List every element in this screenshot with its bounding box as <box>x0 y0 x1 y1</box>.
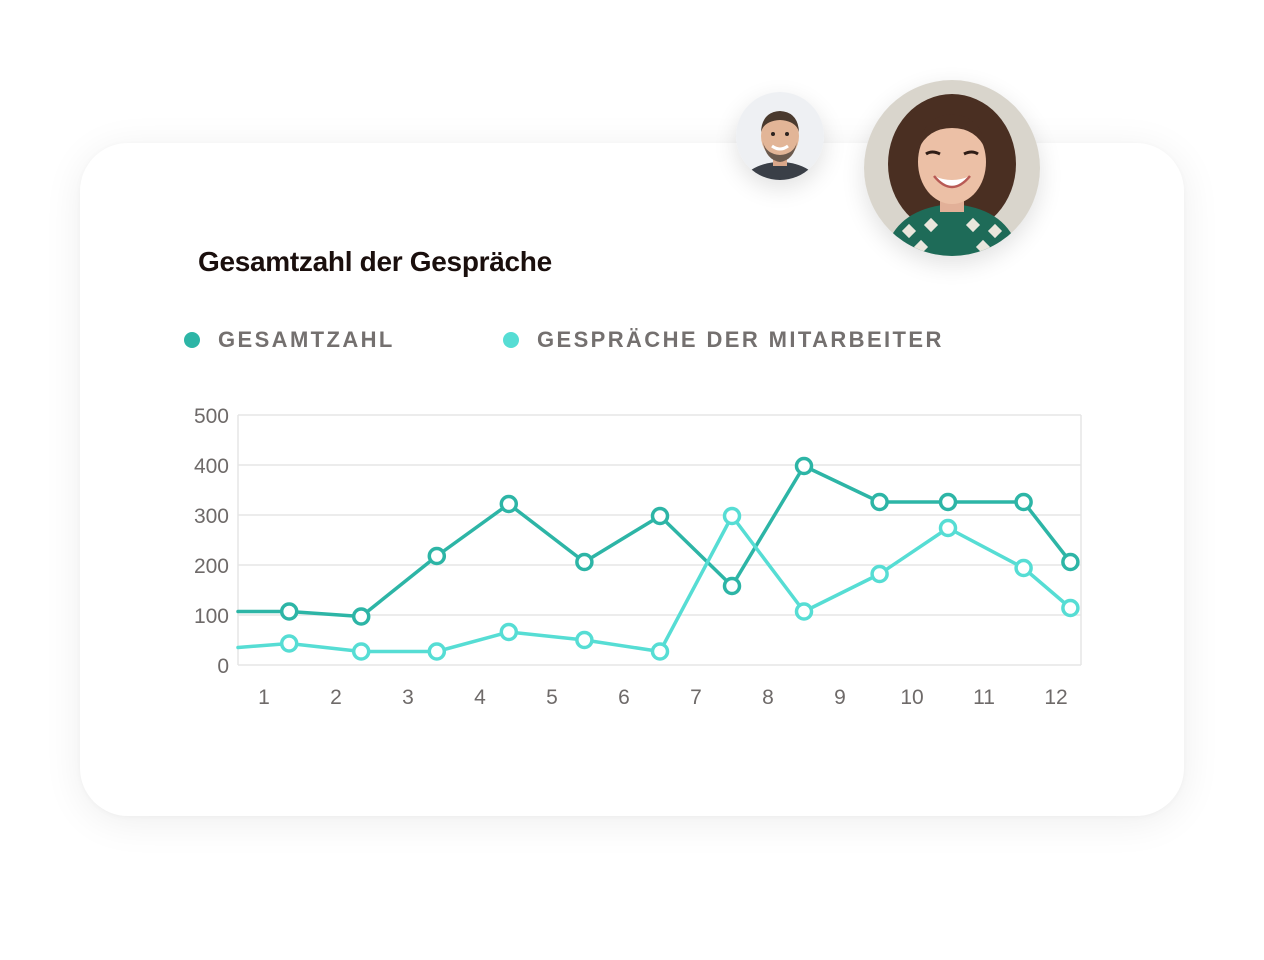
x-tick-label: 4 <box>474 686 486 709</box>
x-tick-label: 12 <box>1044 686 1067 709</box>
series-2-point-3[interactable] <box>427 642 447 661</box>
y-tick-label: 300 <box>194 505 229 528</box>
series-2-point-7[interactable] <box>722 506 742 526</box>
series-2-point-9[interactable] <box>870 564 889 584</box>
y-tick-label: 400 <box>194 455 229 478</box>
series-1-point-12[interactable] <box>1061 552 1080 572</box>
chart-title: Gesamtzahl der Gespräche <box>198 246 552 277</box>
series-1-point-8[interactable] <box>794 456 814 476</box>
legend-dot-staff-icon <box>503 332 519 348</box>
series-2-point-11[interactable] <box>1014 558 1033 578</box>
chart-card <box>80 143 1184 816</box>
series-2-point-10[interactable] <box>938 518 958 538</box>
series-1-point-2[interactable] <box>351 607 371 626</box>
series-1-point-11[interactable] <box>1014 492 1033 512</box>
x-tick-label: 2 <box>330 686 342 709</box>
legend-label-staff: GESPRÄCHE DER MITARBEITER <box>537 327 944 352</box>
x-tick-label: 1 <box>258 686 270 709</box>
woman-avatar-icon <box>864 80 1040 256</box>
series-1-point-3[interactable] <box>427 546 447 566</box>
series-1-point-9[interactable] <box>870 492 889 512</box>
x-tick-label: 3 <box>402 686 414 709</box>
series-1-point-10[interactable] <box>938 492 958 512</box>
legend-item-staff[interactable]: GESPRÄCHE DER MITARBEITER <box>503 325 944 355</box>
series-2-point-4[interactable] <box>499 622 519 642</box>
series-2-point-1[interactable] <box>279 634 299 653</box>
y-tick-label: 100 <box>194 605 229 628</box>
legend-dot-total-icon <box>184 332 200 348</box>
x-tick-label: 8 <box>762 686 774 709</box>
series-2-point-6[interactable] <box>650 642 670 661</box>
series-1-point-4[interactable] <box>499 494 519 514</box>
series-1-point-1[interactable] <box>279 602 299 621</box>
series-line-1 <box>236 464 1073 619</box>
man-avatar-icon <box>736 92 824 180</box>
series-1-point-6[interactable] <box>650 506 670 526</box>
y-tick-label: 200 <box>194 555 229 578</box>
series-1-point-7[interactable] <box>722 576 742 596</box>
series-2-point-8[interactable] <box>794 602 814 621</box>
y-tick-label: 500 <box>194 405 229 428</box>
legend-label-total: GESAMTZAHL <box>218 327 395 352</box>
x-tick-label: 5 <box>546 686 558 709</box>
x-tick-label: 6 <box>618 686 630 709</box>
y-tick-label: 0 <box>217 655 229 678</box>
series-2-point-2[interactable] <box>351 642 371 661</box>
x-tick-label: 11 <box>973 686 995 709</box>
series-2-point-5[interactable] <box>575 630 594 650</box>
series-2-point-12[interactable] <box>1061 598 1080 618</box>
series-1-point-5[interactable] <box>575 552 594 572</box>
x-tick-label: 10 <box>900 686 923 709</box>
x-tick-label: 9 <box>834 686 846 709</box>
x-tick-label: 7 <box>690 686 702 709</box>
legend-item-total[interactable]: GESAMTZAHL <box>184 325 395 355</box>
